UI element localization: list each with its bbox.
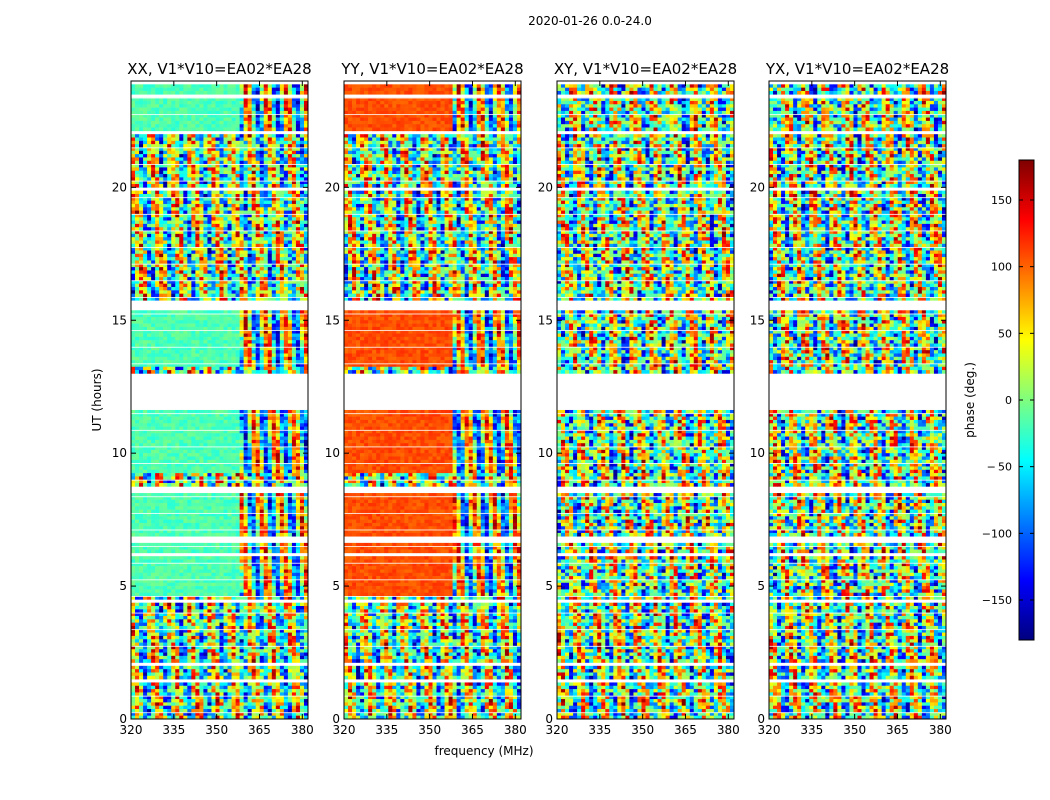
colorbar-tick-label: − 50	[987, 461, 1012, 474]
y-tick-label: 20	[112, 180, 127, 194]
x-tick-label: 335	[375, 723, 398, 737]
y-tick-label: 10	[750, 446, 765, 460]
panel-yx: YX, V1*V10=EA02*EA28 0 5 10 15 20 320 335 350 365…	[750, 60, 952, 737]
y-tick-label: 10	[325, 446, 340, 460]
x-tick-label: 320	[758, 723, 781, 737]
x-tick-label: 350	[205, 723, 228, 737]
panel-frame	[130, 80, 309, 720]
y-tick-label: 0	[332, 712, 340, 726]
colorbar-tick-label: 150	[991, 194, 1012, 207]
y-tick-label: 20	[325, 180, 340, 194]
colorbar-tick-label: −150	[982, 594, 1012, 607]
x-tick-label: 365	[886, 723, 909, 737]
colorbar-tick-label: 0	[1005, 394, 1012, 407]
panel-title-xy: XY, V1*V10=EA02*EA28	[554, 60, 737, 78]
y-tick-label: 5	[545, 579, 553, 593]
y-tick-label: 0	[119, 712, 127, 726]
phase-heatmap-yy	[344, 84, 521, 719]
colorbar-label: phase (deg.)	[963, 362, 977, 438]
y-tick-label: 5	[332, 579, 340, 593]
x-tick-label: 335	[588, 723, 611, 737]
panel-frame	[768, 80, 947, 720]
panel-title-xx: XX, V1*V10=EA02*EA28	[127, 60, 311, 78]
x-tick-label: 320	[120, 723, 143, 737]
y-tick-label: 5	[757, 579, 765, 593]
y-tick-label: 10	[538, 446, 553, 460]
x-tick-label: 320	[546, 723, 569, 737]
x-tick-label: 335	[800, 723, 823, 737]
x-tick-label: 365	[674, 723, 697, 737]
colorbar: 150 100 50 0 − 50 −100 −150 phase (deg.)	[963, 159, 1035, 641]
y-tick-label: 15	[750, 313, 765, 327]
y-tick-label: 10	[112, 446, 127, 460]
x-tick-label: 320	[333, 723, 356, 737]
x-tick-label: 350	[631, 723, 654, 737]
panel-yy: YY, V1*V10=EA02*EA28 0 5 10 15 20 320 335 350 365…	[325, 60, 527, 737]
y-tick-label: 20	[750, 180, 765, 194]
panel-frame	[556, 80, 735, 720]
phase-heatmap-yx	[769, 84, 946, 719]
y-tick-label: 15	[112, 313, 127, 327]
x-tick-label: 365	[248, 723, 271, 737]
x-tick-label: 350	[843, 723, 866, 737]
phase-heatmap-xx	[131, 84, 308, 719]
x-tick-label: 335	[162, 723, 185, 737]
panel-title-yx: YX, V1*V10=EA02*EA28	[765, 60, 949, 78]
y-tick-label: 15	[538, 313, 553, 327]
panel-frame	[343, 80, 522, 720]
y-axis-label: UT (hours)	[90, 368, 104, 431]
x-tick-label: 380	[717, 723, 740, 737]
y-tick-label: 15	[325, 313, 340, 327]
panel-xx: XX, V1*V10=EA02*EA28 0 5 10 15 20 320 335 350 365…	[112, 60, 314, 737]
y-tick-label: 0	[757, 712, 765, 726]
colorbar-tick-label: −100	[982, 527, 1012, 540]
phase-heatmap-xy	[557, 84, 734, 719]
x-tick-label: 380	[291, 723, 314, 737]
y-tick-label: 0	[545, 712, 553, 726]
x-axis-label: frequency (MHz)	[434, 744, 533, 758]
panel-xy: XY, V1*V10=EA02*EA28 0 5 10 15 20 320 335 350 365…	[538, 60, 740, 737]
panel-title-yy: YY, V1*V10=EA02*EA28	[340, 60, 523, 78]
colorbar-tick-label: 100	[991, 261, 1012, 274]
y-tick-label: 5	[119, 579, 127, 593]
x-tick-label: 350	[418, 723, 441, 737]
x-tick-label: 365	[461, 723, 484, 737]
figure-suptitle: 2020-01-26 0.0-24.0	[528, 14, 652, 28]
y-tick-label: 20	[538, 180, 553, 194]
colorbar-tick-label: 50	[998, 327, 1012, 340]
x-tick-label: 380	[504, 723, 527, 737]
x-tick-label: 380	[929, 723, 952, 737]
